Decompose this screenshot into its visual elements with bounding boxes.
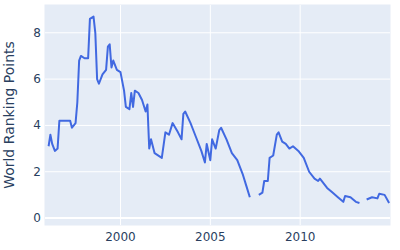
x-tick-label: 2005 [195,230,226,244]
y-tick-label: 8 [33,26,41,40]
y-grid [45,217,390,219]
y-tick-label: 6 [33,72,41,86]
y-grid [45,171,390,172]
y-grid [45,125,390,126]
y-grid [45,32,390,33]
x-tick-label: 2000 [105,230,136,244]
x-grid [210,5,211,225]
series-group [49,17,390,203]
chart: 2000 2005 2010 0 2 4 6 8 World Ranking Points [0,0,400,250]
y-tick-label: 2 [33,165,41,179]
y-tick-label: 0 [33,211,41,225]
plot-area [45,5,390,225]
line [49,17,390,203]
x-grid [120,5,121,225]
y-axis-label: World Ranking Points [1,41,17,189]
x-grid [300,5,301,225]
y-tick-label: 4 [33,118,41,132]
x-tick-label: 2010 [285,230,316,244]
